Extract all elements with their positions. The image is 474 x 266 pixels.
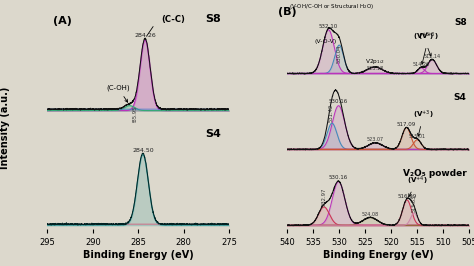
Text: 531.42: 531.42 (329, 103, 334, 122)
Text: S4: S4 (454, 93, 467, 102)
Text: (V$^{+4}$): (V$^{+4}$) (407, 174, 428, 197)
Text: 532.10: 532.10 (319, 23, 338, 28)
Text: 514.26: 514.26 (412, 62, 430, 67)
Text: Intensity (a.u.): Intensity (a.u.) (0, 86, 10, 169)
Text: (B): (B) (278, 7, 297, 16)
Text: V₂O₅ powder: V₂O₅ powder (403, 169, 467, 178)
Text: (A): (A) (53, 16, 72, 27)
Text: S4: S4 (205, 129, 221, 139)
Text: 523.18: 523.18 (366, 66, 383, 72)
Text: 284.26: 284.26 (134, 34, 156, 38)
Text: 530.04: 530.04 (337, 44, 342, 63)
Text: 515.01: 515.01 (409, 134, 426, 139)
Text: 530.16: 530.16 (329, 99, 348, 104)
Text: (V$^{+3}$): (V$^{+3}$) (413, 109, 434, 136)
Text: (V$^{+5}$): (V$^{+5}$) (413, 31, 434, 56)
Text: 532.97: 532.97 (321, 187, 327, 206)
Text: 516.99: 516.99 (397, 194, 417, 199)
Text: S8: S8 (205, 14, 221, 24)
Text: 524.08: 524.08 (362, 211, 379, 217)
Text: 523.07: 523.07 (367, 137, 384, 142)
Text: 284.50: 284.50 (132, 148, 154, 153)
Text: (V-O-V): (V-O-V) (315, 39, 337, 44)
Text: (V$^{+3}$): (V$^{+3}$) (419, 31, 439, 64)
X-axis label: Binding Energy (eV): Binding Energy (eV) (323, 250, 434, 260)
Text: (V-OH/C-OH or Structural H$_2$O): (V-OH/C-OH or Structural H$_2$O) (289, 2, 374, 11)
Text: 517.09: 517.09 (397, 122, 416, 127)
Text: 512.14: 512.14 (424, 54, 441, 59)
Text: 530.16: 530.16 (329, 175, 348, 180)
Text: V2p$_{1/2}$: V2p$_{1/2}$ (365, 58, 384, 66)
Text: (C-C): (C-C) (161, 15, 185, 24)
Text: 515.63: 515.63 (411, 195, 417, 212)
Text: (C-OH): (C-OH) (107, 85, 130, 102)
X-axis label: Binding Energy (eV): Binding Energy (eV) (83, 250, 194, 260)
Text: S8: S8 (454, 18, 467, 27)
Text: 285.95: 285.95 (132, 106, 137, 124)
